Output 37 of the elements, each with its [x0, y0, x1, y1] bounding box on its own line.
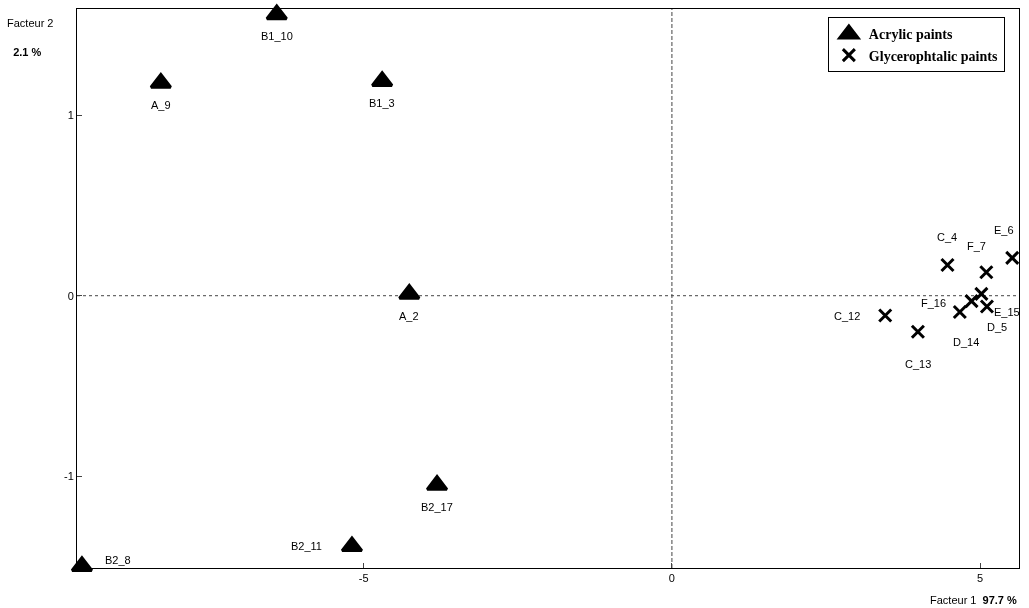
x-tick-label: 5: [977, 572, 984, 585]
annotation: F_7: [967, 240, 986, 252]
y-tick-label: -1: [64, 469, 74, 482]
point: [1004, 250, 1020, 266]
point: [910, 324, 926, 340]
annotation: C_12: [834, 310, 861, 322]
y-tick-label: 1: [67, 109, 74, 122]
annotation: B1_3: [369, 97, 395, 109]
annotation: B2_17: [421, 501, 453, 513]
x-tick-label: -5: [358, 572, 369, 585]
text: Facteur 2 2.1 %: [7, 17, 54, 58]
annotation: C_13: [905, 358, 932, 370]
annotation: D_5: [987, 321, 1008, 333]
annotation: E_15: [994, 306, 1020, 318]
point: [978, 264, 994, 280]
annotation: D_14: [953, 336, 980, 348]
annotation: A_9: [151, 99, 171, 111]
annotation: C_4: [937, 231, 958, 243]
x-tick-label: 0: [668, 572, 675, 585]
point: [939, 257, 955, 273]
annotation: A_2: [399, 310, 419, 322]
annotation: B2_11: [291, 540, 322, 552]
point: [964, 293, 980, 309]
annotation: E_6: [994, 224, 1014, 236]
point: [973, 286, 989, 302]
annotation: B1_10: [261, 30, 293, 42]
point: [979, 299, 995, 315]
y-tick-label: 0: [67, 289, 74, 302]
x-axis-title: Facteur 1 97.7 %: [930, 594, 1018, 606]
legend-label: Glycerophtalic paints: [868, 48, 998, 64]
legend-label: Acrylic paints: [868, 27, 954, 43]
point: [265, 4, 289, 21]
point: [149, 72, 173, 89]
annotation: F_16: [921, 297, 947, 309]
annotation: B2_8: [105, 554, 131, 566]
point: [877, 308, 893, 324]
point: [952, 304, 968, 320]
